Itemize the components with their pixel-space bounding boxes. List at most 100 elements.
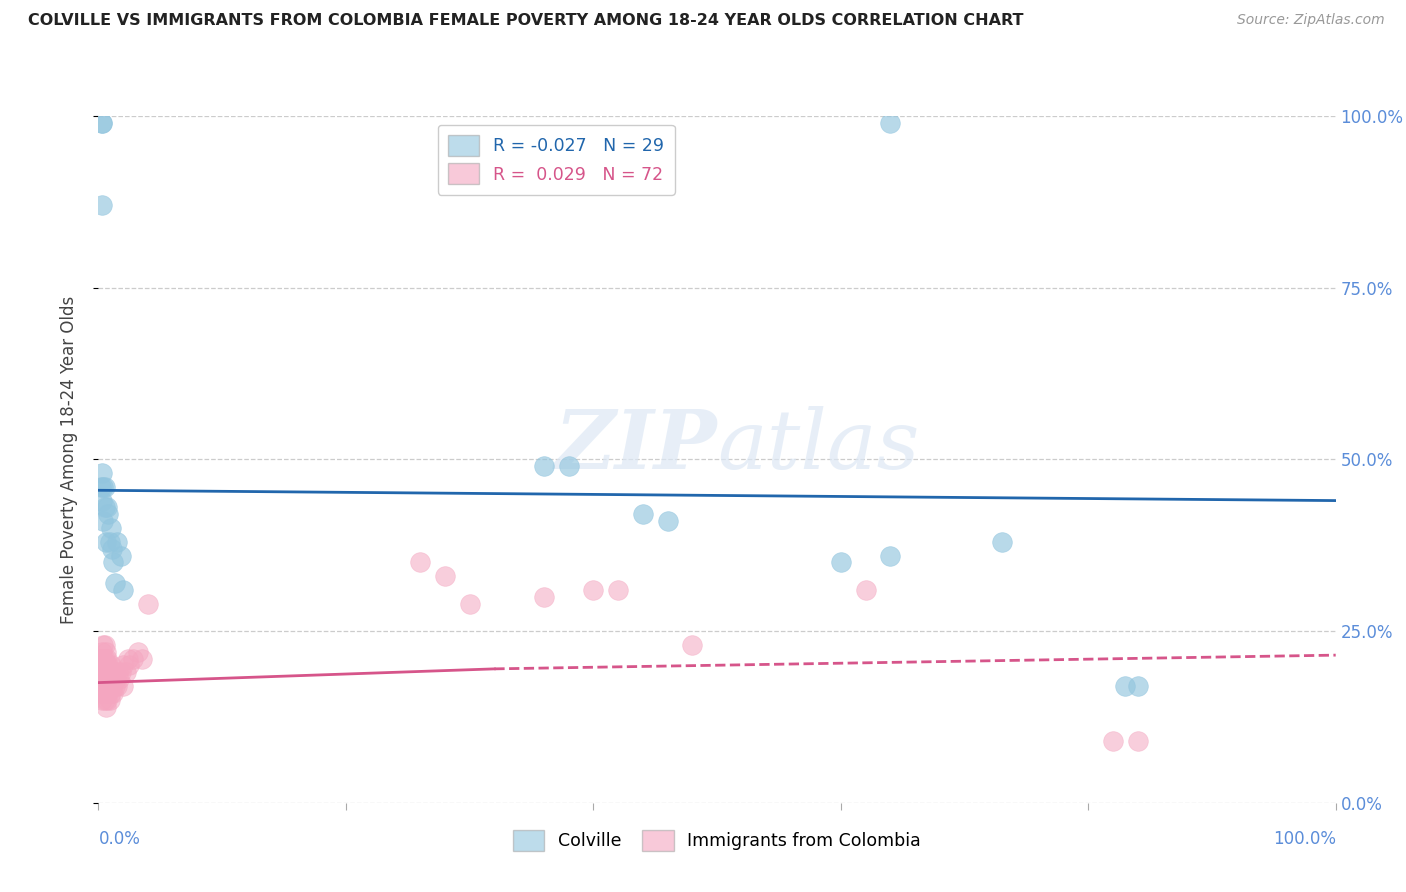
Point xyxy=(104,672,127,686)
Point xyxy=(108,672,131,686)
Point xyxy=(94,658,117,673)
Point xyxy=(103,555,125,570)
Point xyxy=(103,665,125,680)
Point xyxy=(91,493,114,508)
Point xyxy=(96,500,118,515)
Point xyxy=(94,672,117,686)
Point xyxy=(96,665,118,680)
Point xyxy=(94,645,117,659)
Point xyxy=(94,686,117,700)
Point xyxy=(97,508,120,522)
Point xyxy=(91,116,114,130)
Point xyxy=(93,651,115,665)
Point xyxy=(103,672,125,686)
Point xyxy=(90,679,112,693)
Point xyxy=(101,665,124,680)
Point xyxy=(582,582,605,597)
Point xyxy=(93,480,115,494)
Text: atlas: atlas xyxy=(717,406,920,485)
Point xyxy=(89,679,111,693)
Point xyxy=(112,582,135,597)
Point xyxy=(96,692,118,706)
Point xyxy=(98,534,121,549)
Text: ZIP: ZIP xyxy=(554,406,717,485)
Point xyxy=(433,569,456,583)
Point xyxy=(93,672,115,686)
Point xyxy=(93,665,115,680)
Point xyxy=(409,555,432,570)
Point xyxy=(112,658,135,673)
Point xyxy=(97,658,120,673)
Point xyxy=(533,590,555,604)
Point xyxy=(93,514,115,528)
Point xyxy=(93,638,115,652)
Point xyxy=(557,459,579,474)
Point xyxy=(100,658,122,673)
Text: 0.0%: 0.0% xyxy=(98,830,141,848)
Point xyxy=(96,679,118,693)
Point xyxy=(100,672,122,686)
Point xyxy=(91,692,114,706)
Point xyxy=(110,549,132,563)
Point xyxy=(91,645,114,659)
Point xyxy=(93,500,115,515)
Point xyxy=(131,651,153,665)
Point xyxy=(94,534,117,549)
Point xyxy=(122,651,145,665)
Point xyxy=(830,555,852,570)
Point xyxy=(855,582,877,597)
Point xyxy=(103,686,125,700)
Point xyxy=(112,679,135,693)
Point xyxy=(105,679,128,693)
Point xyxy=(91,198,114,212)
Point xyxy=(93,692,115,706)
Point xyxy=(94,699,117,714)
Point xyxy=(136,597,159,611)
Text: 100.0%: 100.0% xyxy=(1272,830,1336,848)
Point xyxy=(105,534,128,549)
Point xyxy=(101,541,124,556)
Point xyxy=(607,582,630,597)
Point xyxy=(97,686,120,700)
Point xyxy=(91,672,114,686)
Point xyxy=(103,576,125,591)
Legend: Colville, Immigrants from Colombia: Colville, Immigrants from Colombia xyxy=(505,821,929,859)
Point xyxy=(101,679,124,693)
Point xyxy=(98,665,121,680)
Point xyxy=(100,686,122,700)
Point xyxy=(1102,734,1125,748)
Point xyxy=(91,466,114,480)
Point xyxy=(118,658,141,673)
Point xyxy=(1126,679,1149,693)
Point xyxy=(90,686,112,700)
Point xyxy=(879,116,901,130)
Point xyxy=(96,651,118,665)
Point xyxy=(103,679,125,693)
Point xyxy=(93,665,115,680)
Point xyxy=(990,534,1012,549)
Point xyxy=(93,679,115,693)
Text: Source: ZipAtlas.com: Source: ZipAtlas.com xyxy=(1237,13,1385,28)
Point xyxy=(110,665,132,680)
Y-axis label: Female Poverty Among 18-24 Year Olds: Female Poverty Among 18-24 Year Olds xyxy=(59,295,77,624)
Point xyxy=(97,672,120,686)
Point xyxy=(657,514,679,528)
Point xyxy=(533,459,555,474)
Point xyxy=(91,679,114,693)
Point xyxy=(681,638,703,652)
Point xyxy=(1114,679,1136,693)
Point xyxy=(93,638,115,652)
Point xyxy=(90,651,112,665)
Point xyxy=(90,665,112,680)
Point xyxy=(89,651,111,665)
Point xyxy=(90,480,112,494)
Point xyxy=(114,665,136,680)
Text: COLVILLE VS IMMIGRANTS FROM COLOMBIA FEMALE POVERTY AMONG 18-24 YEAR OLDS CORREL: COLVILLE VS IMMIGRANTS FROM COLOMBIA FEM… xyxy=(28,13,1024,29)
Point xyxy=(91,658,114,673)
Point xyxy=(93,686,115,700)
Point xyxy=(127,645,149,659)
Point xyxy=(631,508,654,522)
Point xyxy=(879,549,901,563)
Point xyxy=(91,116,114,130)
Point xyxy=(1126,734,1149,748)
